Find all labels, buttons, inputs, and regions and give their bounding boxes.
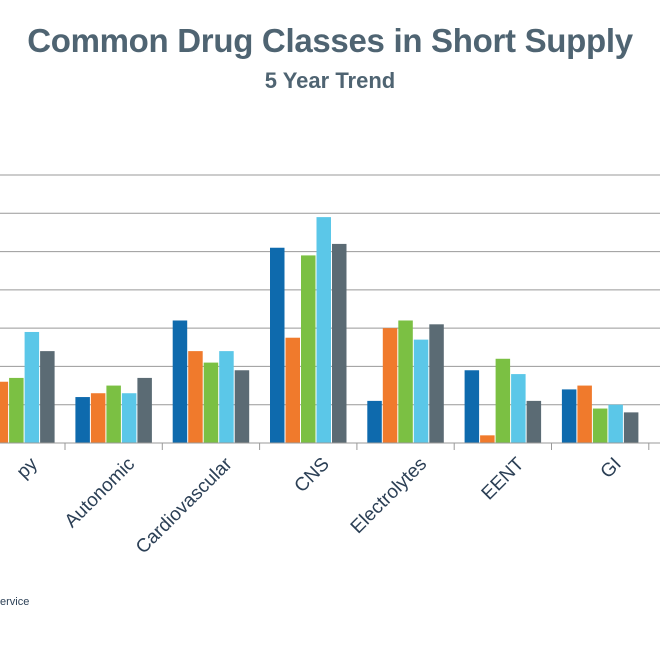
bar	[9, 377, 24, 443]
x-axis	[0, 442, 660, 450]
bar	[219, 351, 234, 443]
bar	[398, 320, 413, 443]
bar	[234, 370, 250, 443]
category-label: Cardiovascular	[132, 453, 237, 558]
bar	[285, 337, 300, 443]
category-label: py	[13, 453, 42, 482]
bar	[429, 324, 444, 443]
bar	[75, 397, 90, 443]
bar	[316, 217, 331, 443]
source-note: ervice	[0, 596, 30, 608]
bar	[301, 255, 316, 443]
bar	[623, 412, 639, 443]
bar	[90, 393, 106, 443]
bar	[172, 320, 188, 443]
bar	[382, 328, 398, 443]
chart-title: Common Drug Classes in Short Supply	[27, 22, 633, 59]
bar	[24, 331, 40, 443]
bar	[332, 243, 347, 443]
bar	[577, 385, 592, 443]
bar	[495, 358, 511, 443]
category-label: EENT	[478, 453, 529, 504]
category-label: CNS	[291, 454, 334, 497]
bar	[203, 362, 219, 443]
bar	[526, 400, 542, 443]
bar	[121, 393, 137, 443]
category-label: GI	[597, 454, 626, 483]
bar	[480, 435, 495, 443]
bar	[592, 408, 608, 443]
bar	[270, 247, 285, 443]
bar	[464, 370, 480, 443]
bars	[0, 217, 639, 443]
bar	[561, 389, 577, 443]
bar	[413, 339, 429, 443]
bar	[511, 374, 526, 443]
bar	[40, 351, 55, 443]
chart-subtitle: 5 Year Trend	[264, 68, 396, 93]
bar	[106, 385, 121, 443]
bar	[608, 404, 623, 443]
bar	[188, 351, 203, 443]
category-label: Electrolytes	[347, 454, 431, 538]
bar	[137, 377, 152, 443]
bar	[0, 381, 9, 443]
category-label: Autonomic	[61, 454, 139, 532]
bar	[367, 400, 382, 443]
